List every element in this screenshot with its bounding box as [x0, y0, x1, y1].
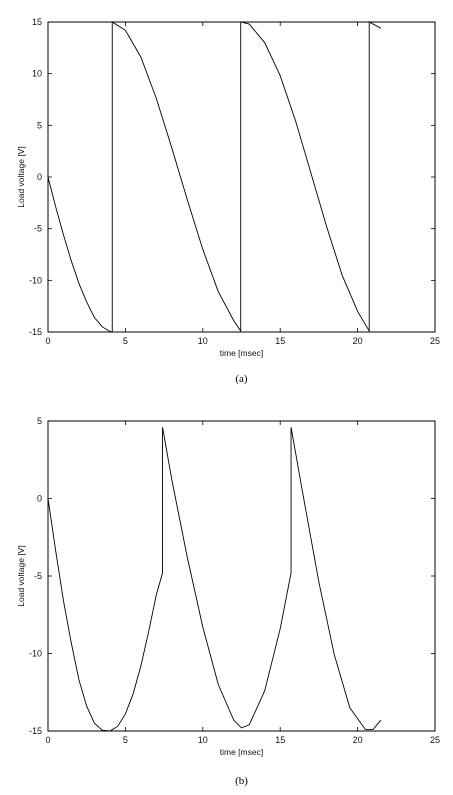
y-tick-label: -10 [29, 649, 42, 659]
x-tick-label: 15 [275, 735, 285, 745]
y-tick-label: 15 [32, 17, 42, 27]
x-tick-label: 5 [123, 336, 128, 346]
y-tick-label: 0 [37, 494, 42, 504]
x-tick-label: 25 [430, 336, 440, 346]
x-tick-label: 25 [430, 735, 440, 745]
y-tick-label: 0 [37, 172, 42, 182]
plot-frame [47, 21, 436, 333]
y-tick-label: 5 [37, 120, 42, 130]
x-tick-label: 0 [45, 735, 50, 745]
chart-a: 0 5 10 15 20 25 -15 -10 -5 0 5 10 15 time [msec] Load … [16, 17, 440, 385]
x-tick-label: 10 [198, 336, 208, 346]
y-tick-label: -15 [29, 726, 42, 736]
y-tick-label: -5 [34, 224, 42, 234]
x-tick-label: 15 [275, 336, 285, 346]
y-axis-label: Load voltage [V] [16, 146, 26, 207]
y-tick-label: -10 [29, 275, 42, 285]
y-tick-label: -15 [29, 327, 42, 337]
x-tick-label: 0 [45, 336, 50, 346]
figure-caption: (a) [235, 373, 248, 385]
x-axis-label: time [msec] [220, 747, 263, 757]
x-tick-label: 5 [123, 735, 128, 745]
y-axis-label: Load voltage [V] [16, 545, 26, 606]
x-tick-label: 10 [198, 735, 208, 745]
x-axis-label: time [msec] [220, 348, 263, 358]
y-tick-label: 5 [37, 416, 42, 426]
x-tick-label: 20 [353, 735, 363, 745]
y-tick-label: -5 [34, 571, 42, 581]
figure-caption: (b) [235, 775, 248, 787]
series-line [47, 427, 382, 732]
x-tick-label: 20 [353, 336, 363, 346]
chart-b: 0 5 10 15 20 25 -15 -10 -5 0 5 time [msec] Load volt… [16, 416, 440, 787]
y-tick-label: 10 [32, 69, 42, 79]
series-line [47, 21, 382, 333]
plot-frame [47, 420, 436, 732]
